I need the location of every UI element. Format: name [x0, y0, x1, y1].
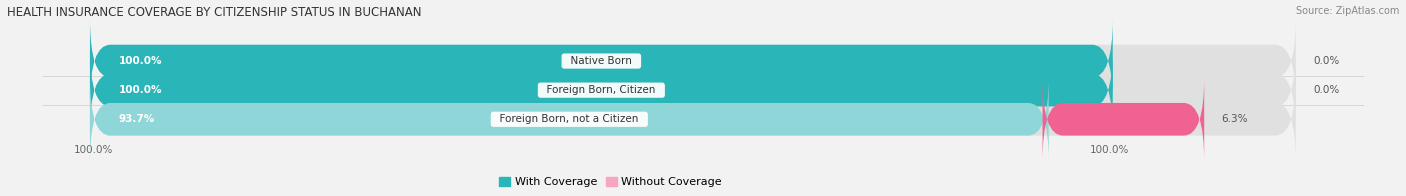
FancyBboxPatch shape — [90, 77, 1049, 161]
Text: 100.0%: 100.0% — [118, 85, 162, 95]
FancyBboxPatch shape — [90, 19, 1296, 103]
FancyBboxPatch shape — [90, 48, 1296, 132]
Text: Foreign Born, not a Citizen: Foreign Born, not a Citizen — [494, 114, 645, 124]
Text: 0.0%: 0.0% — [1313, 56, 1340, 66]
Text: Native Born: Native Born — [564, 56, 638, 66]
Text: 93.7%: 93.7% — [118, 114, 155, 124]
FancyBboxPatch shape — [90, 19, 1112, 103]
Text: 0.0%: 0.0% — [1313, 85, 1340, 95]
Text: 6.3%: 6.3% — [1222, 114, 1249, 124]
Text: 100.0%: 100.0% — [118, 56, 162, 66]
FancyBboxPatch shape — [1043, 77, 1204, 161]
FancyBboxPatch shape — [90, 77, 1296, 161]
Legend: With Coverage, Without Coverage: With Coverage, Without Coverage — [495, 172, 727, 192]
Text: Foreign Born, Citizen: Foreign Born, Citizen — [540, 85, 662, 95]
Text: HEALTH INSURANCE COVERAGE BY CITIZENSHIP STATUS IN BUCHANAN: HEALTH INSURANCE COVERAGE BY CITIZENSHIP… — [7, 6, 422, 19]
FancyBboxPatch shape — [90, 48, 1112, 132]
Text: Source: ZipAtlas.com: Source: ZipAtlas.com — [1295, 6, 1399, 16]
